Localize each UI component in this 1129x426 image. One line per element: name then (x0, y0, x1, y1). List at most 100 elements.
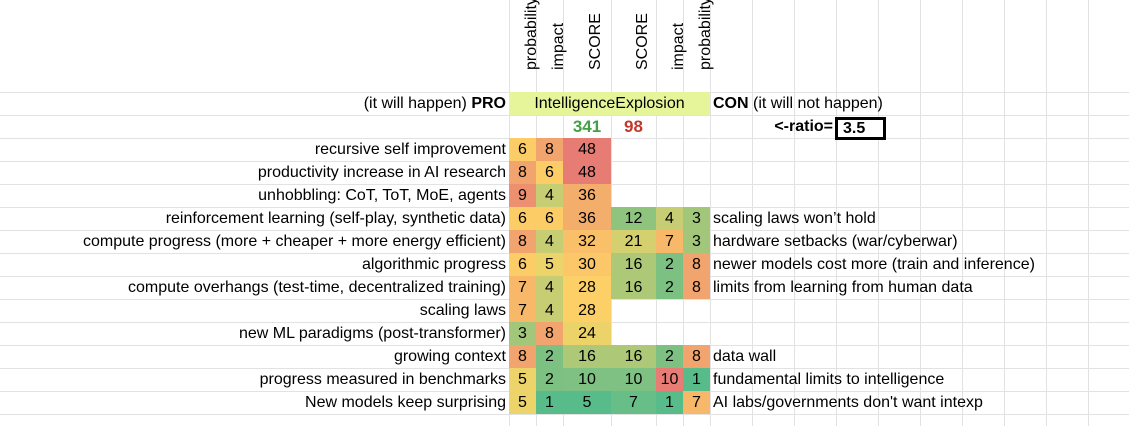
pro-probability-cell[interactable]: 8 (509, 230, 536, 253)
pro-impact-cell[interactable]: 4 (536, 299, 563, 322)
con-probability-cell[interactable] (683, 184, 710, 207)
pro-heading-cell[interactable]: (it will happen) PRO (0, 92, 509, 115)
con-factor-cell[interactable]: fundamental limits to intelligence (713, 371, 945, 388)
intelligence-explosion-title[interactable]: IntelligenceExplosion (509, 92, 710, 115)
pro-probability-cell[interactable]: 7 (509, 276, 536, 299)
pro-score-cell[interactable]: 48 (563, 161, 611, 184)
con-factor-cell[interactable] (710, 184, 1129, 207)
con-score-cell[interactable]: 12 (611, 207, 656, 230)
pro-factor-cell[interactable]: new ML paradigms (post-transformer) (238, 325, 506, 342)
con-factor-cell[interactable]: hardware setbacks (war/cyberwar) (713, 233, 958, 250)
pro-probability-cell[interactable]: 3 (509, 322, 536, 345)
header-con-probability[interactable]: probability (683, 0, 714, 92)
header-pro-impact[interactable]: impact (536, 0, 567, 92)
con-probability-cell[interactable]: 8 (683, 276, 710, 299)
pro-score-cell[interactable]: 10 (563, 368, 611, 391)
con-impact-cell[interactable]: 1 (656, 391, 683, 414)
pro-impact-cell[interactable]: 1 (536, 391, 563, 414)
pro-score-cell[interactable]: 24 (563, 322, 611, 345)
pro-probability-cell[interactable]: 6 (509, 207, 536, 230)
ratio-value-cell[interactable]: 3.5 (835, 117, 886, 140)
con-probability-cell[interactable]: 8 (683, 345, 710, 368)
pro-factor-cell[interactable]: unhobbling: CoT, ToT, MoE, agents (258, 187, 506, 204)
pro-factor-cell[interactable]: New models keep surprising (305, 394, 506, 411)
pro-probability-cell[interactable]: 5 (509, 368, 536, 391)
pro-score-cell[interactable]: 48 (563, 138, 611, 161)
con-impact-cell[interactable]: 4 (656, 207, 683, 230)
con-impact-cell[interactable]: 10 (656, 368, 683, 391)
con-impact-cell[interactable] (656, 322, 683, 345)
con-score-cell[interactable] (611, 161, 656, 184)
con-probability-cell[interactable]: 3 (683, 230, 710, 253)
con-factor-cell[interactable]: limits from learning from human data (713, 279, 973, 296)
pro-score-cell[interactable]: 36 (563, 207, 611, 230)
con-impact-cell[interactable]: 2 (656, 276, 683, 299)
con-score-cell[interactable]: 16 (611, 276, 656, 299)
pro-score-cell[interactable]: 16 (563, 345, 611, 368)
con-factor-cell[interactable] (710, 322, 1129, 345)
header-con-score[interactable]: SCORE (611, 0, 656, 92)
pro-factor-cell[interactable]: recursive self improvement (314, 141, 506, 158)
con-score-cell[interactable]: 16 (611, 253, 656, 276)
con-factor-cell[interactable] (710, 161, 1129, 184)
pro-impact-cell[interactable]: 5 (536, 253, 563, 276)
pro-factor-cell[interactable]: algorithmic progress (361, 256, 506, 273)
pro-factor-cell[interactable]: compute overhangs (test-time, decentrali… (128, 279, 506, 296)
con-factor-cell[interactable]: AI labs/governments don't want intexp (713, 394, 983, 411)
pro-score-cell[interactable]: 28 (563, 299, 611, 322)
pro-score-cell[interactable]: 30 (563, 253, 611, 276)
pro-factor-cell[interactable]: compute progress (more + cheaper + more … (82, 233, 506, 250)
con-impact-cell[interactable] (656, 138, 683, 161)
con-total-score[interactable]: 98 (624, 117, 643, 136)
pro-impact-cell[interactable]: 4 (536, 230, 563, 253)
pro-factor-cell[interactable]: reinforcement learning (self-play, synth… (165, 210, 506, 227)
con-probability-cell[interactable]: 8 (683, 253, 710, 276)
con-probability-cell[interactable] (683, 138, 710, 161)
header-pro-score[interactable]: SCORE (563, 0, 611, 92)
con-score-cell[interactable]: 21 (611, 230, 656, 253)
con-probability-cell[interactable] (683, 161, 710, 184)
pro-score-cell[interactable]: 28 (563, 276, 611, 299)
pro-total-score[interactable]: 341 (572, 117, 602, 136)
con-impact-cell[interactable]: 2 (656, 345, 683, 368)
con-impact-cell[interactable] (656, 184, 683, 207)
con-factor-cell[interactable] (710, 138, 1129, 161)
pro-score-cell[interactable]: 32 (563, 230, 611, 253)
pro-probability-cell[interactable]: 9 (509, 184, 536, 207)
header-con-impact[interactable]: impact (656, 0, 687, 92)
con-score-cell[interactable] (611, 184, 656, 207)
con-probability-cell[interactable]: 3 (683, 207, 710, 230)
con-factor-cell[interactable]: newer models cost more (train and infere… (713, 256, 1035, 273)
pro-probability-cell[interactable]: 6 (509, 253, 536, 276)
pro-impact-cell[interactable]: 4 (536, 276, 563, 299)
con-score-cell[interactable] (611, 299, 656, 322)
pro-score-cell[interactable]: 36 (563, 184, 611, 207)
pro-factor-cell[interactable]: growing context (393, 348, 506, 365)
pro-probability-cell[interactable]: 7 (509, 299, 536, 322)
con-probability-cell[interactable] (683, 299, 710, 322)
pro-impact-cell[interactable]: 8 (536, 138, 563, 161)
con-probability-cell[interactable]: 7 (683, 391, 710, 414)
pro-probability-cell[interactable]: 5 (509, 391, 536, 414)
pro-factor-cell[interactable]: productivity increase in AI research (257, 164, 506, 181)
con-factor-cell[interactable] (710, 299, 1129, 322)
con-factor-cell[interactable]: scaling laws won’t hold (713, 210, 876, 227)
con-score-cell[interactable]: 16 (611, 345, 656, 368)
pro-probability-cell[interactable]: 8 (509, 345, 536, 368)
pro-probability-cell[interactable]: 6 (509, 138, 536, 161)
con-score-cell[interactable]: 10 (611, 368, 656, 391)
header-pro-probability[interactable]: probability (509, 0, 540, 92)
con-probability-cell[interactable]: 1 (683, 368, 710, 391)
pro-impact-cell[interactable]: 6 (536, 161, 563, 184)
con-impact-cell[interactable] (656, 299, 683, 322)
con-probability-cell[interactable] (683, 322, 710, 345)
pro-score-cell[interactable]: 5 (563, 391, 611, 414)
pro-impact-cell[interactable]: 6 (536, 207, 563, 230)
pro-probability-cell[interactable]: 8 (509, 161, 536, 184)
con-score-cell[interactable] (611, 138, 656, 161)
con-factor-cell[interactable]: data wall (713, 348, 777, 365)
con-heading-cell[interactable]: CON (it will not happen) (710, 92, 1010, 115)
con-impact-cell[interactable] (656, 161, 683, 184)
con-impact-cell[interactable]: 2 (656, 253, 683, 276)
pro-impact-cell[interactable]: 2 (536, 368, 563, 391)
